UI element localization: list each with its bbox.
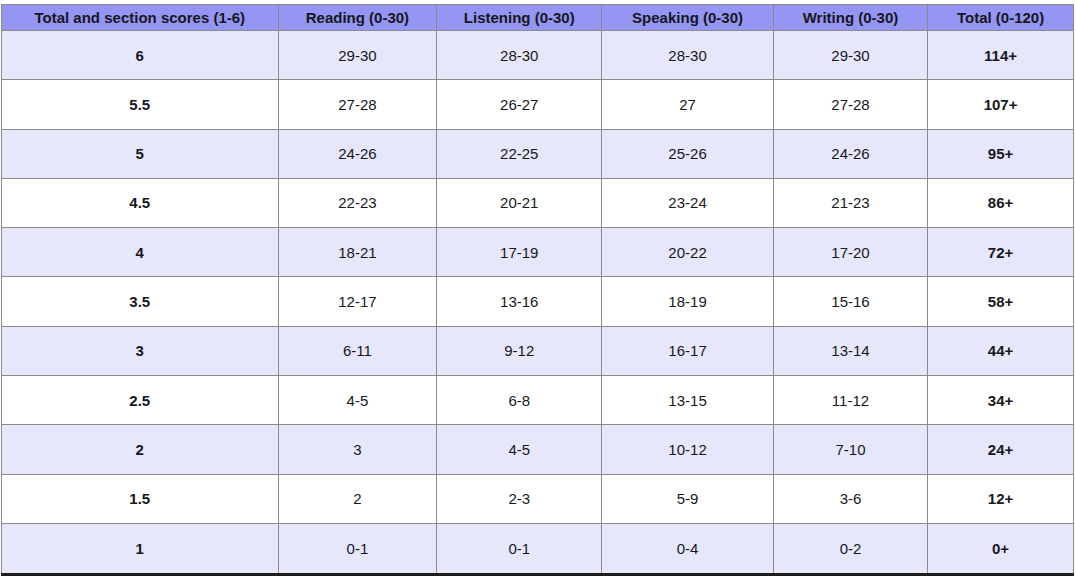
writing-cell: 29-30 <box>773 31 927 80</box>
writing-cell: 15-16 <box>773 277 927 326</box>
speaking-cell: 20-22 <box>602 228 774 277</box>
speaking-cell: 5-9 <box>602 474 774 523</box>
reading-cell: 24-26 <box>278 129 437 178</box>
total-cell: 44+ <box>928 326 1074 375</box>
total-cell: 72+ <box>928 228 1074 277</box>
score-cell: 2 <box>2 425 279 474</box>
reading-cell: 0-1 <box>278 523 437 574</box>
listening-cell: 26-27 <box>437 80 602 129</box>
listening-cell: 17-19 <box>437 228 602 277</box>
table-row: 4.522-2320-2123-2421-2386+ <box>2 178 1074 227</box>
score-conversion-table: Total and section scores (1-6) Reading (… <box>1 4 1074 576</box>
table-row: 5.527-2826-272727-28107+ <box>2 80 1074 129</box>
score-cell: 1 <box>2 523 279 574</box>
writing-cell: 21-23 <box>773 178 927 227</box>
reading-cell: 3 <box>278 425 437 474</box>
header-total: Total (0-120) <box>928 5 1074 31</box>
table-row: 524-2622-2525-2624-2695+ <box>2 129 1074 178</box>
total-cell: 95+ <box>928 129 1074 178</box>
writing-cell: 27-28 <box>773 80 927 129</box>
score-cell: 4 <box>2 228 279 277</box>
table-row: 10-10-10-40-20+ <box>2 523 1074 574</box>
writing-cell: 17-20 <box>773 228 927 277</box>
score-cell: 3.5 <box>2 277 279 326</box>
listening-cell: 13-16 <box>437 277 602 326</box>
speaking-cell: 0-4 <box>602 523 774 574</box>
writing-cell: 11-12 <box>773 375 927 424</box>
speaking-cell: 10-12 <box>602 425 774 474</box>
writing-cell: 7-10 <box>773 425 927 474</box>
writing-cell: 13-14 <box>773 326 927 375</box>
reading-cell: 18-21 <box>278 228 437 277</box>
reading-cell: 2 <box>278 474 437 523</box>
score-cell: 2.5 <box>2 375 279 424</box>
table-row: 418-2117-1920-2217-2072+ <box>2 228 1074 277</box>
total-cell: 34+ <box>928 375 1074 424</box>
speaking-cell: 27 <box>602 80 774 129</box>
header-reading: Reading (0-30) <box>278 5 437 31</box>
total-cell: 58+ <box>928 277 1074 326</box>
speaking-cell: 13-15 <box>602 375 774 424</box>
score-conversion-page: Total and section scores (1-6) Reading (… <box>0 0 1076 579</box>
reading-cell: 29-30 <box>278 31 437 80</box>
speaking-cell: 25-26 <box>602 129 774 178</box>
header-writing: Writing (0-30) <box>773 5 927 31</box>
speaking-cell: 28-30 <box>602 31 774 80</box>
listening-cell: 28-30 <box>437 31 602 80</box>
reading-cell: 27-28 <box>278 80 437 129</box>
reading-cell: 12-17 <box>278 277 437 326</box>
total-cell: 24+ <box>928 425 1074 474</box>
table-row: 3.512-1713-1618-1915-1658+ <box>2 277 1074 326</box>
listening-cell: 22-25 <box>437 129 602 178</box>
table-row: 2.54-56-813-1511-1234+ <box>2 375 1074 424</box>
score-cell: 1.5 <box>2 474 279 523</box>
header-speaking: Speaking (0-30) <box>602 5 774 31</box>
speaking-cell: 23-24 <box>602 178 774 227</box>
table-row: 36-119-1216-1713-1444+ <box>2 326 1074 375</box>
listening-cell: 4-5 <box>437 425 602 474</box>
writing-cell: 3-6 <box>773 474 927 523</box>
header-row: Total and section scores (1-6) Reading (… <box>2 5 1074 31</box>
listening-cell: 0-1 <box>437 523 602 574</box>
reading-cell: 4-5 <box>278 375 437 424</box>
score-cell: 4.5 <box>2 178 279 227</box>
listening-cell: 6-8 <box>437 375 602 424</box>
listening-cell: 2-3 <box>437 474 602 523</box>
header-listening: Listening (0-30) <box>437 5 602 31</box>
score-cell: 6 <box>2 31 279 80</box>
table-row: 1.522-35-93-612+ <box>2 474 1074 523</box>
writing-cell: 0-2 <box>773 523 927 574</box>
listening-cell: 9-12 <box>437 326 602 375</box>
writing-cell: 24-26 <box>773 129 927 178</box>
reading-cell: 6-11 <box>278 326 437 375</box>
table-row: 629-3028-3028-3029-30114+ <box>2 31 1074 80</box>
score-cell: 5 <box>2 129 279 178</box>
reading-cell: 22-23 <box>278 178 437 227</box>
total-cell: 107+ <box>928 80 1074 129</box>
table-row: 234-510-127-1024+ <box>2 425 1074 474</box>
speaking-cell: 18-19 <box>602 277 774 326</box>
score-cell: 5.5 <box>2 80 279 129</box>
total-cell: 114+ <box>928 31 1074 80</box>
speaking-cell: 16-17 <box>602 326 774 375</box>
total-cell: 12+ <box>928 474 1074 523</box>
score-cell: 3 <box>2 326 279 375</box>
total-cell: 0+ <box>928 523 1074 574</box>
total-cell: 86+ <box>928 178 1074 227</box>
header-total-and-section-scores: Total and section scores (1-6) <box>2 5 279 31</box>
listening-cell: 20-21 <box>437 178 602 227</box>
